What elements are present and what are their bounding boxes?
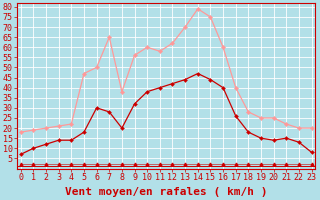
X-axis label: Vent moyen/en rafales ( km/h ): Vent moyen/en rafales ( km/h ) [65, 187, 268, 197]
